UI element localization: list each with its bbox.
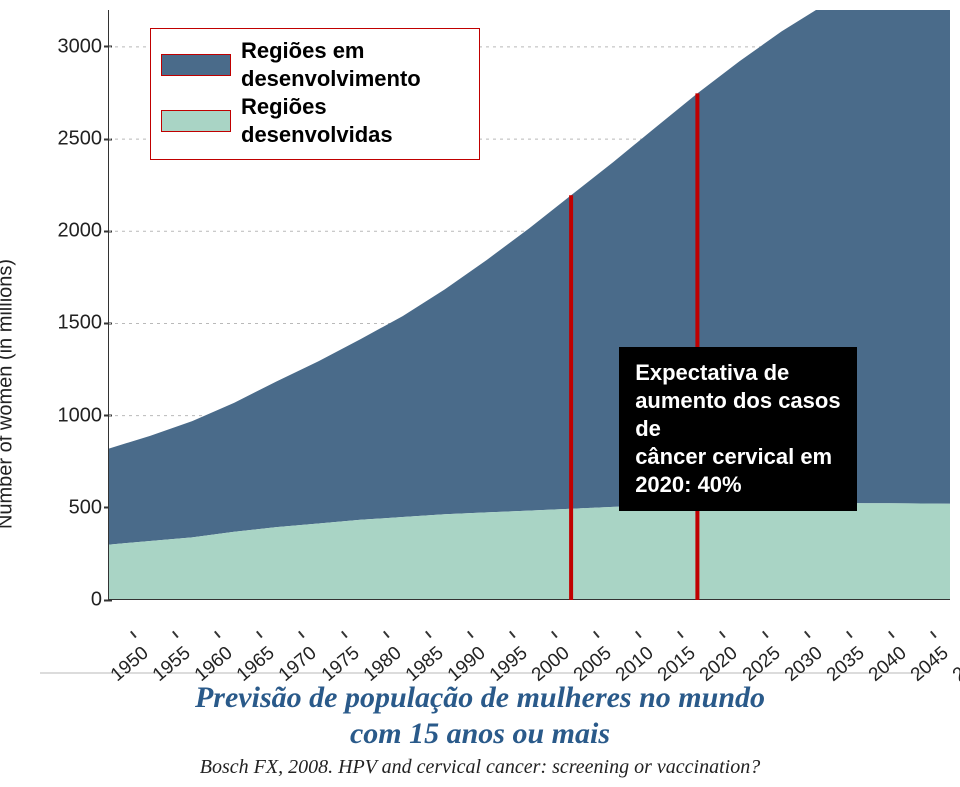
legend-swatch bbox=[161, 110, 231, 132]
legend-label: Regiões em desenvolvimento bbox=[241, 37, 469, 93]
y-tick-label: 3000 bbox=[12, 35, 102, 58]
legend-swatch bbox=[161, 54, 231, 76]
chart-container: Number of women (in millions) 0 500 1000 15… bbox=[0, 0, 960, 787]
y-tick-label: 0 bbox=[12, 589, 102, 612]
callout-line: aumento dos casos de bbox=[635, 387, 841, 443]
callout-line: câncer cervical em bbox=[635, 443, 841, 471]
title-line-1: Previsão de população de mulheres no mun… bbox=[195, 681, 765, 714]
legend-item-developed: Regiões desenvolvidas bbox=[161, 93, 469, 149]
y-tick-label: 2500 bbox=[12, 128, 102, 151]
y-tick-label: 1500 bbox=[12, 312, 102, 335]
y-tick-label: 2000 bbox=[12, 220, 102, 243]
callout-line: Expectativa de bbox=[635, 359, 841, 387]
y-tick-label: 500 bbox=[12, 496, 102, 519]
legend-item-developing: Regiões em desenvolvimento bbox=[161, 37, 469, 93]
callout-box: Expectativa de aumento dos casos de cânc… bbox=[619, 347, 857, 511]
title-line-2: com 15 anos ou mais bbox=[350, 717, 610, 750]
chart-footer: Previsão de população de mulheres no mun… bbox=[0, 680, 960, 779]
y-tick-label: 1000 bbox=[12, 404, 102, 427]
x-axis-labels: 1950195519601965197019751980198519901995… bbox=[108, 604, 950, 684]
chart-source: Bosch FX, 2008. HPV and cervical cancer:… bbox=[0, 756, 960, 779]
callout-line: 2020: 40% bbox=[635, 471, 841, 499]
legend: Regiões em desenvolvimento Regiões desen… bbox=[150, 28, 480, 160]
legend-label: Regiões desenvolvidas bbox=[241, 93, 469, 149]
chart-title: Previsão de população de mulheres no mun… bbox=[0, 680, 960, 752]
y-axis-label: Number of women (in millions) bbox=[0, 258, 18, 528]
